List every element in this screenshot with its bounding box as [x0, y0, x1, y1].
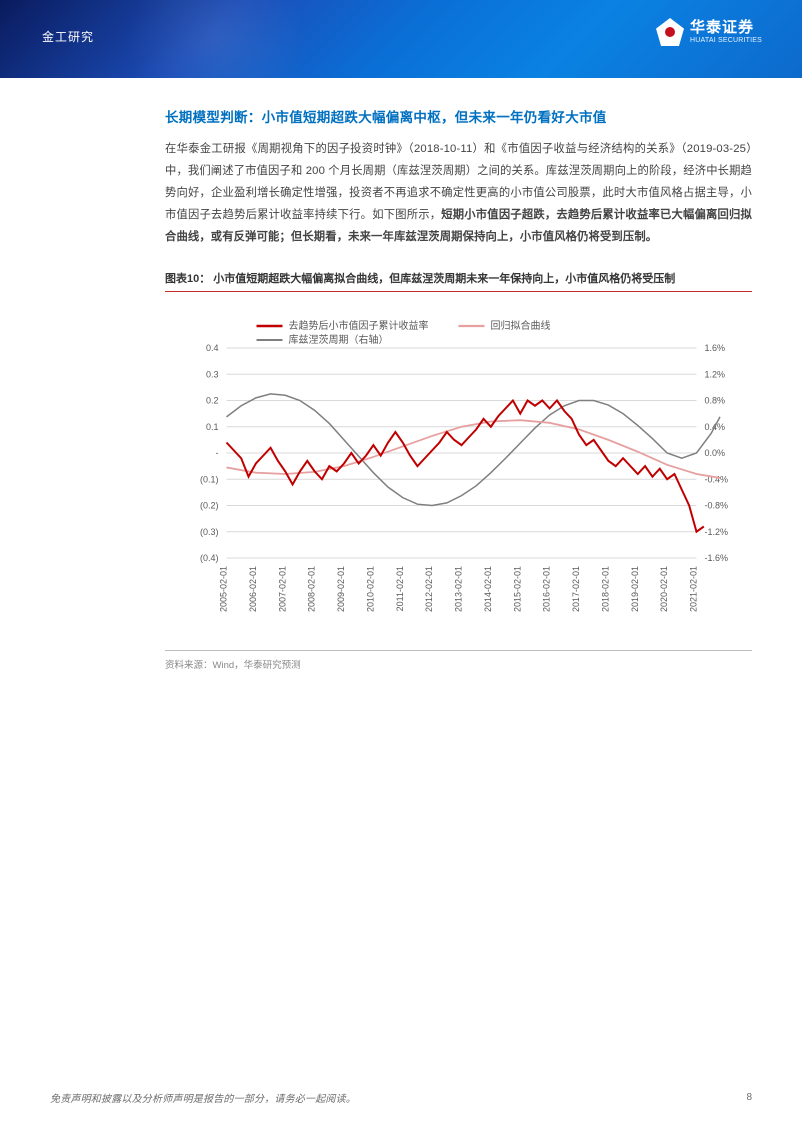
svg-text:(0.3): (0.3) [200, 527, 219, 537]
svg-text:2017-02-01: 2017-02-01 [571, 566, 581, 612]
logo-cn: 华泰证券 [690, 19, 762, 36]
svg-text:0.4: 0.4 [206, 343, 219, 353]
svg-text:库兹涅茨周期（右轴）: 库兹涅茨周期（右轴） [289, 333, 389, 346]
svg-text:0.8%: 0.8% [705, 396, 726, 406]
svg-text:2007-02-01: 2007-02-01 [277, 566, 287, 612]
svg-text:-1.6%: -1.6% [705, 553, 729, 563]
svg-text:0.0%: 0.0% [705, 448, 726, 458]
logo-en: HUATAI SECURITIES [690, 37, 762, 45]
chart-container: 0.4 0.3 0.2 0.1 - (0.1) (0.2) (0.3) (0.4) 1.6% 1.2… [165, 298, 752, 646]
page-number: 8 [746, 1092, 752, 1103]
svg-text:2019-02-01: 2019-02-01 [630, 566, 640, 612]
svg-text:2013-02-01: 2013-02-01 [454, 566, 464, 612]
svg-text:0.2: 0.2 [206, 396, 219, 406]
svg-text:2021-02-01: 2021-02-01 [689, 566, 699, 612]
svg-text:-0.8%: -0.8% [705, 501, 729, 511]
line-chart: 0.4 0.3 0.2 0.1 - (0.1) (0.2) (0.3) (0.4) 1.6% 1.2… [165, 308, 752, 638]
svg-text:2008-02-01: 2008-02-01 [307, 566, 317, 612]
svg-text:(0.4): (0.4) [200, 553, 219, 563]
svg-text:2012-02-01: 2012-02-01 [424, 566, 434, 612]
section-title: 长期模型判断：小市值短期超跌大幅偏离中枢，但未来一年仍看好大市值 [165, 106, 752, 126]
svg-text:2014-02-01: 2014-02-01 [483, 566, 493, 612]
chart-source: 资料来源：Wind，华泰研究预测 [165, 650, 752, 671]
figure-title: 图表10： 小市值短期超跌大幅偏离拟合曲线，但库兹涅茨周期未来一年保持向上，小市… [165, 270, 752, 292]
svg-text:1.2%: 1.2% [705, 369, 726, 379]
main-content: 长期模型判断：小市值短期超跌大幅偏离中枢，但未来一年仍看好大市值 在华泰金工研报… [0, 78, 802, 671]
page-footer: 免责声明和披露以及分析师声明是报告的一部分，请务必一起阅读。 8 [0, 1090, 802, 1105]
logo-icon [656, 18, 684, 46]
svg-text:(0.2): (0.2) [200, 501, 219, 511]
brand-logo: 华泰证券 HUATAI SECURITIES [656, 18, 762, 46]
header-category: 金工研究 [42, 28, 94, 45]
footer-disclaimer: 免责声明和披露以及分析师声明是报告的一部分，请务必一起阅读。 [50, 1090, 356, 1105]
page-header: 金工研究 华泰证券 HUATAI SECURITIES [0, 0, 802, 78]
svg-text:(0.1): (0.1) [200, 474, 219, 484]
svg-text:-1.2%: -1.2% [705, 527, 729, 537]
svg-text:去趋势后小市值因子累计收益率: 去趋势后小市值因子累计收益率 [289, 319, 429, 332]
svg-text:0.1: 0.1 [206, 422, 219, 432]
svg-text:0.3: 0.3 [206, 369, 219, 379]
svg-text:2005-02-01: 2005-02-01 [219, 566, 229, 612]
svg-text:1.6%: 1.6% [705, 343, 726, 353]
svg-text:2006-02-01: 2006-02-01 [248, 566, 258, 612]
svg-text:回归拟合曲线: 回归拟合曲线 [491, 319, 551, 332]
svg-text:-: - [216, 448, 219, 458]
svg-text:2020-02-01: 2020-02-01 [659, 566, 669, 612]
body-paragraph: 在华泰金工研报《周期视角下的因子投资时钟》（2018-10-11）和《市值因子收… [165, 138, 752, 248]
logo-text: 华泰证券 HUATAI SECURITIES [690, 19, 762, 44]
svg-text:2018-02-01: 2018-02-01 [600, 566, 610, 612]
svg-text:2010-02-01: 2010-02-01 [365, 566, 375, 612]
svg-text:2009-02-01: 2009-02-01 [336, 566, 346, 612]
svg-text:2015-02-01: 2015-02-01 [512, 566, 522, 612]
svg-text:2016-02-01: 2016-02-01 [542, 566, 552, 612]
svg-text:2011-02-01: 2011-02-01 [395, 566, 405, 611]
